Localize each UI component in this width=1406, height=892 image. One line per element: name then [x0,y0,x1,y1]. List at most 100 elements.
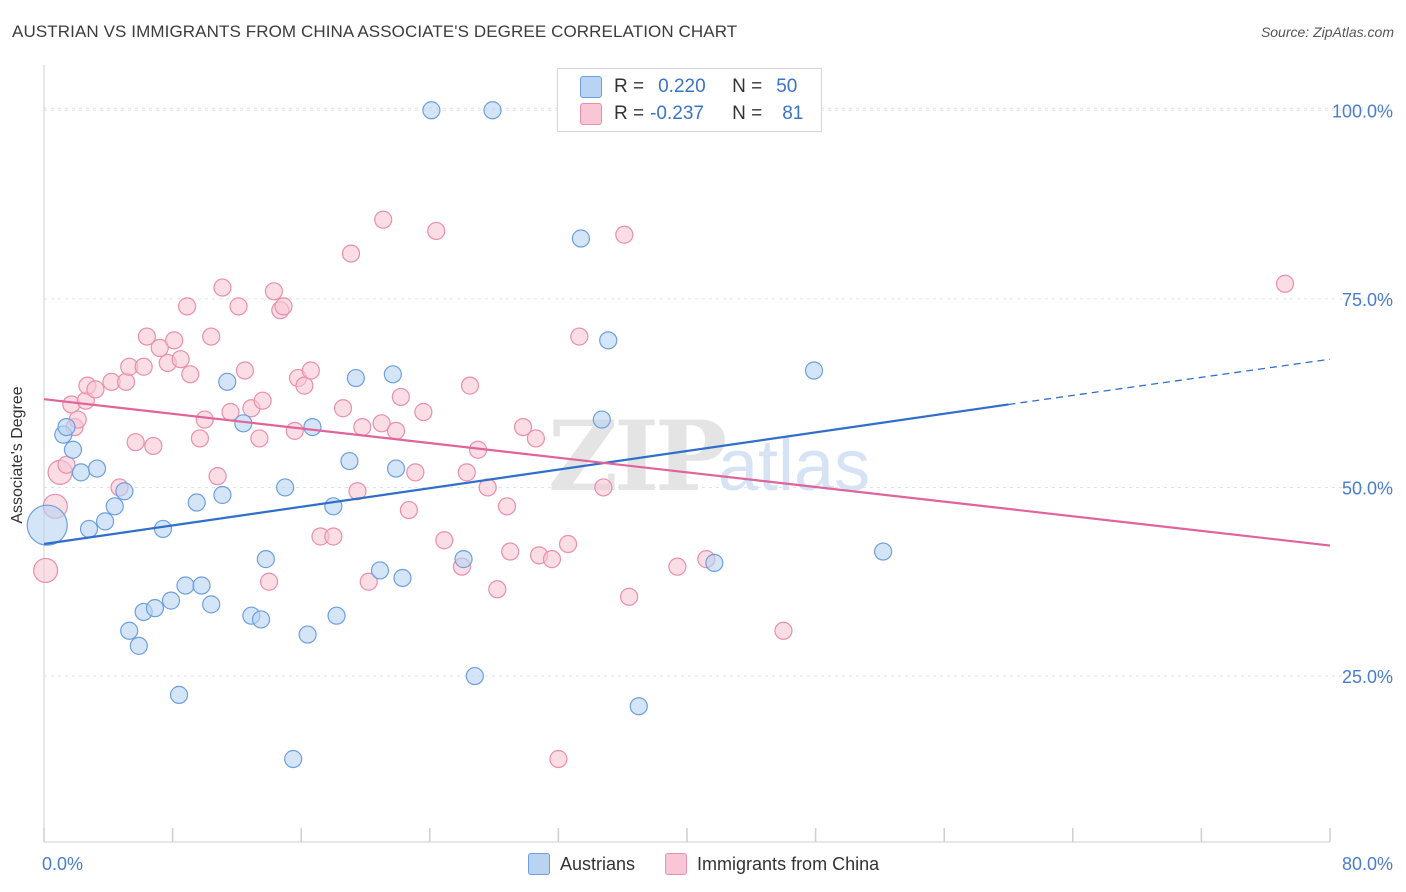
tick-labels: 25.0% 50.0% 75.0% 100.0% 0.0% 80.0% [42,101,1393,874]
china-point [208,467,227,486]
china-point [126,433,145,452]
china-point [542,550,562,569]
austrian-point [153,519,173,539]
trend-lines [43,358,1331,547]
austrian-point [218,372,237,391]
china-point [435,531,454,550]
austrians-swatch [580,76,602,98]
austrian-point [120,621,139,640]
y-tick-label: 25.0% [1342,667,1393,687]
china-point [250,429,269,448]
n-value: 81 [782,103,804,124]
austrian-point [129,636,148,655]
china-point [177,297,197,316]
china-point [399,500,419,520]
china-trend-line [43,398,1331,547]
austrian-point [327,606,346,625]
x-tick-label-end: 80.0% [1342,854,1393,874]
austrian-point [629,697,648,716]
china-point [427,221,446,241]
austrian-point [187,493,206,512]
china-point [264,282,283,301]
china-point [259,572,279,591]
china-point [150,338,169,357]
china-point [620,587,639,606]
austrian-point [386,459,406,478]
china-point [372,414,391,433]
austrians-legend-label: Austrians [560,853,636,874]
y-tick-label: 75.0% [1342,290,1393,310]
austrian-point [571,229,591,248]
austrian-point [95,512,115,531]
china-swatch [580,103,602,125]
china-point [181,365,200,384]
y-tick-label: 50.0% [1342,478,1393,498]
china-point [137,327,156,346]
china-point [513,417,533,437]
china-point [1275,274,1295,293]
china-point [457,463,476,482]
r-label: R = [614,76,645,97]
china-point [341,244,361,263]
austrian-point [79,519,99,539]
austrian-point [115,482,134,501]
china-point [615,225,634,244]
r-label: R = [614,103,645,124]
austrian-point [370,561,390,580]
china-point [391,387,410,407]
china-point [190,429,210,448]
china-point [333,399,353,418]
china-point [501,542,520,561]
austrian-point [87,459,107,478]
grid-lines [44,107,1392,677]
r-value: 0.220 [658,76,706,97]
austrian-point [63,440,83,459]
austrian-point [256,550,275,569]
austrian-point [251,610,271,629]
china-point [274,297,293,316]
correlation-legend: R = 0.220 N = 50 R = -0.237 N = 81 [557,68,822,132]
austrian-point [284,749,303,769]
china-point [57,455,76,474]
china-point [359,572,378,591]
china-point [295,376,314,395]
china-point [324,527,343,546]
austrian-point [422,101,441,120]
china-point [549,749,568,769]
china-legend-swatch [665,853,688,875]
austrian-point [340,451,359,471]
austrian-point [393,568,412,588]
china-point [213,278,232,297]
austrian-point [105,497,124,516]
austrian-point [874,542,893,561]
china-point [235,361,255,380]
watermark-zip: ZIP [548,400,725,513]
legend-item-austrians: Austrians [528,853,635,875]
china-point [594,478,613,497]
china-point [301,361,320,380]
austrian-point [161,591,181,610]
austrian-point [202,595,221,614]
austrian-point [483,101,502,120]
austrians-trend-extension [1008,358,1331,406]
china-point [285,421,304,440]
china-point [386,421,406,440]
austrian-point [26,504,68,546]
austrian-point [169,685,189,704]
watermark: ZIP atlas [548,400,870,513]
austrian-point [298,625,317,644]
china-point [526,429,545,448]
source-label: Source: ZipAtlas.com [1260,24,1394,40]
china-point [86,380,105,399]
austrian-point [176,576,195,595]
legend-item-china: Immigrants from China [665,853,879,875]
austrian-point [303,417,322,437]
china-point [353,417,372,437]
austrian-point [346,368,365,388]
r-value: -0.237 [650,103,704,124]
n-label: N = [732,103,763,124]
watermark-atlas: atlas [718,426,870,506]
china-point [668,557,687,576]
austrian-point [592,410,611,429]
